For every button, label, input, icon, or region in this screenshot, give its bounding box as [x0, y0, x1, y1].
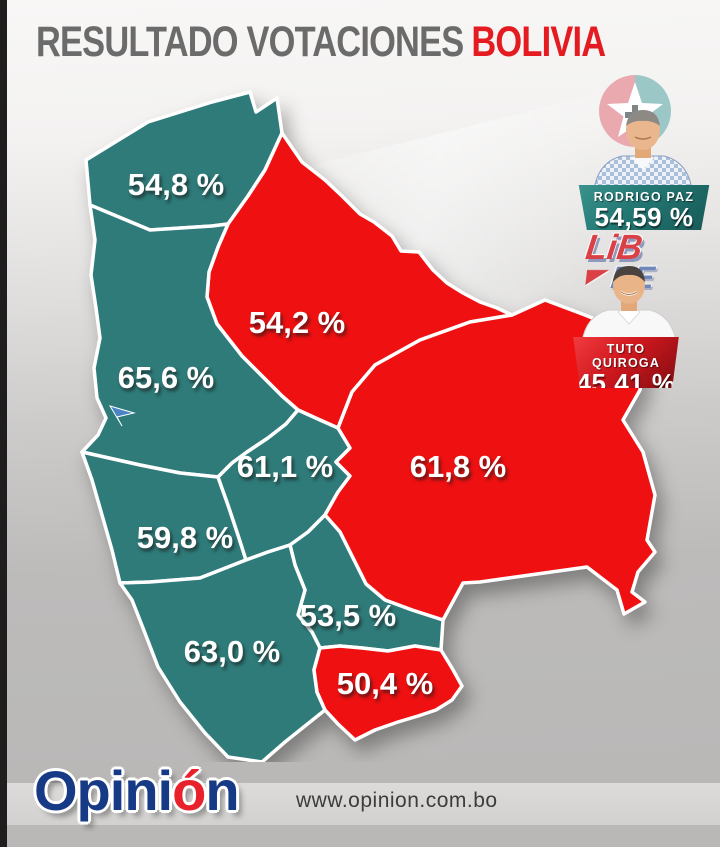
page-title: RESULTADO VOTACIONES BOLIVIA [36, 18, 606, 67]
paz-name: RODRIGO PAZ [593, 190, 695, 204]
opinion-logo-part1: Opini [34, 759, 173, 822]
quiroga-score-card: TUTO QUIROGA 45,41 % [573, 337, 679, 388]
lake-titicaca-icon [108, 405, 136, 427]
paz-score-card: RODRIGO PAZ 54,59 % [578, 185, 710, 232]
opinion-logo-part2: n [205, 759, 239, 822]
libre-logo-top: LiB [583, 228, 645, 267]
label-cochabamba: 61,1 % [237, 449, 334, 484]
label-chuquisaca: 53,5 % [300, 598, 397, 633]
opinion-logo-accent: ó [172, 759, 206, 822]
label-oruro: 59,8 % [137, 520, 234, 555]
footer-band [0, 783, 720, 825]
website-url: www.opinion.com.bo [296, 789, 498, 812]
opinion-logo: Opinión [34, 758, 240, 823]
footer-bar: Opinión www.opinion.com.bo [0, 759, 720, 847]
region-tarija [312, 644, 464, 742]
title-highlight: BOLIVIA [471, 18, 606, 66]
quiroga-name: TUTO QUIROGA [591, 342, 661, 370]
label-la-paz: 65,6 % [118, 360, 215, 395]
label-tarija: 50,4 % [337, 666, 434, 701]
map-labels: 54,8 % 54,2 % 65,6 % 61,1 % 61,8 % 59,8 … [118, 167, 507, 701]
paz-percent: 54,59 % [594, 202, 694, 232]
title-main: RESULTADO VOTACIONES [36, 18, 464, 66]
label-santa-cruz: 61,8 % [410, 449, 507, 484]
label-pando: 54,8 % [128, 167, 225, 202]
rodrigo-paz-photo [593, 110, 693, 190]
left-edge-strip [0, 0, 7, 847]
label-potosi: 63,0 % [184, 634, 281, 669]
region-santa-cruz [323, 298, 657, 622]
label-beni: 54,2 % [249, 305, 346, 340]
quiroga-percent: 45,41 % [576, 368, 676, 398]
tuto-quiroga-photo [581, 266, 677, 342]
